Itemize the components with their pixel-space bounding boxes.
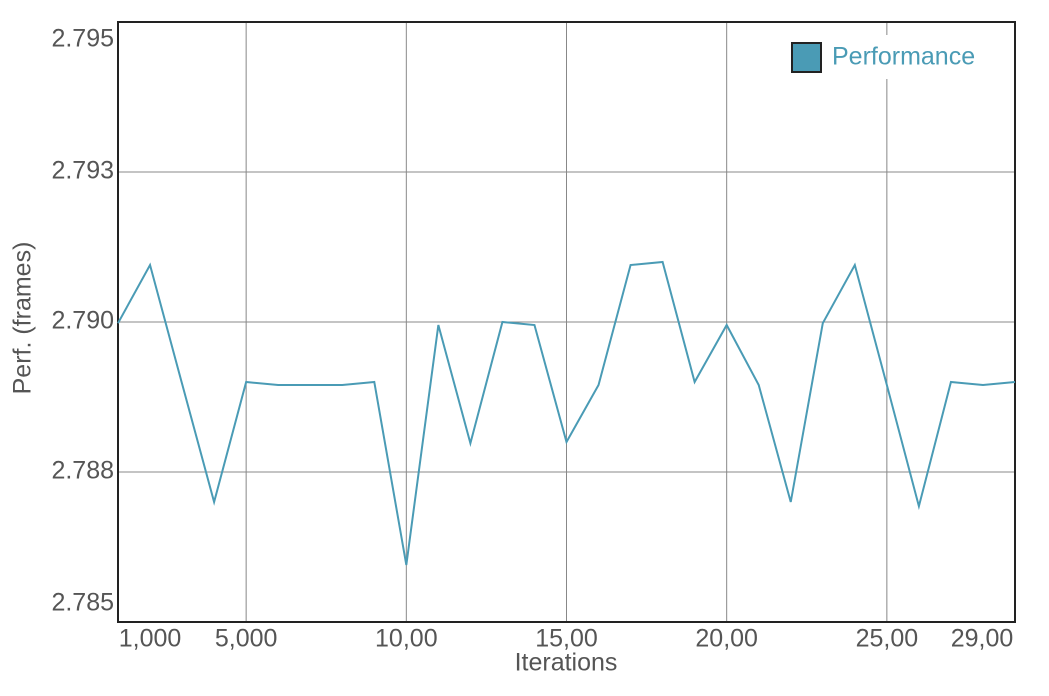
x-tick-label: 5,000 xyxy=(215,625,278,653)
legend-label: Performance xyxy=(832,43,975,71)
y-tick-label: 2.790 xyxy=(51,307,114,335)
x-tick-label: 29,00 xyxy=(951,625,1014,653)
y-tick-label: 2.793 xyxy=(51,157,114,185)
y-axis-title: Perf. (frames) xyxy=(9,242,37,395)
y-tick-label: 2.788 xyxy=(51,457,114,485)
legend-swatch xyxy=(791,42,822,73)
x-tick-label: 10,00 xyxy=(375,625,438,653)
x-tick-label: 1,000 xyxy=(119,625,182,653)
x-tick-label: 25,00 xyxy=(856,625,919,653)
x-tick-label: 15,00 xyxy=(535,625,598,653)
y-tick-label: 2.785 xyxy=(51,589,114,617)
line-series xyxy=(117,260,1016,566)
x-tick-label: 20,00 xyxy=(695,625,758,653)
y-tick-label: 2.795 xyxy=(51,25,114,53)
x-axis-title: Iterations xyxy=(515,649,618,677)
